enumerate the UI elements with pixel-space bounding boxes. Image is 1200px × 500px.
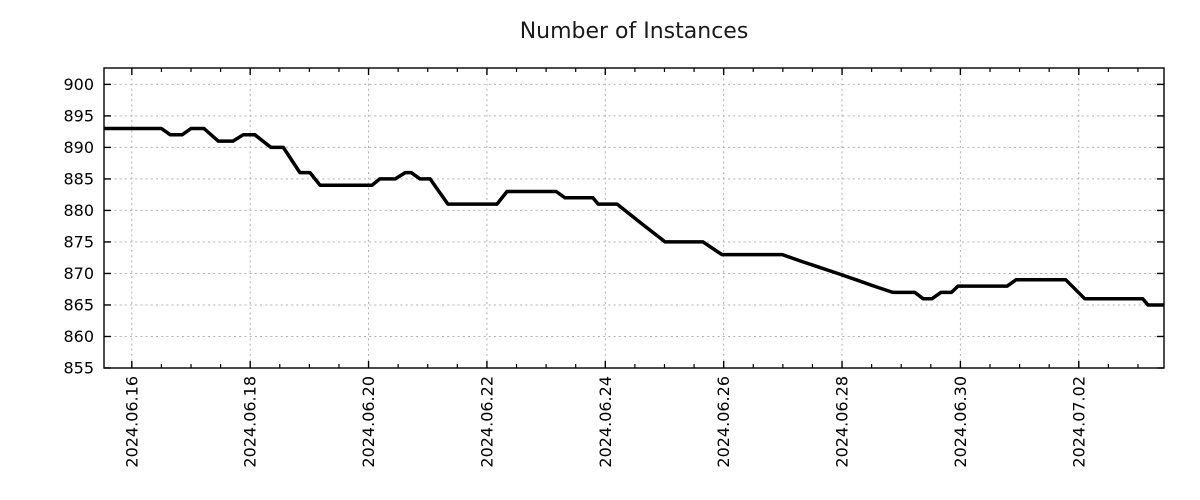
x-tick-label: 2024.06.26 — [714, 376, 733, 468]
x-tick-label: 2024.06.16 — [122, 376, 141, 468]
x-tick-label: 2024.06.28 — [833, 376, 852, 468]
y-tick-label: 870 — [63, 264, 94, 283]
y-tick-label: 865 — [63, 295, 94, 314]
y-tick-label: 885 — [63, 169, 94, 188]
plot-frame — [103, 67, 1165, 369]
y-tick-label: 895 — [63, 106, 94, 125]
y-tick-label: 860 — [63, 327, 94, 346]
y-tick-label: 880 — [63, 201, 94, 220]
x-tick-label: 2024.06.18 — [241, 376, 260, 468]
series-line-instances — [104, 126, 1164, 307]
x-tick-label: 2024.06.22 — [477, 376, 496, 468]
y-tick-label: 890 — [63, 138, 94, 157]
x-tick-label: 2024.06.30 — [951, 376, 970, 468]
y-tick-label: 855 — [63, 359, 94, 378]
chart-title: Number of Instances — [520, 19, 749, 44]
y-tick-label: 875 — [63, 232, 94, 251]
y-tick-label: 900 — [63, 75, 94, 94]
x-tick-label: 2024.06.24 — [596, 376, 615, 468]
x-tick-label: 2024.07.02 — [1069, 376, 1088, 468]
plot-area: 2024.06.16 2024.06.18 2024.06.20 2024.06.22… — [63, 67, 1165, 468]
x-tick-label: 2024.06.20 — [359, 376, 378, 468]
